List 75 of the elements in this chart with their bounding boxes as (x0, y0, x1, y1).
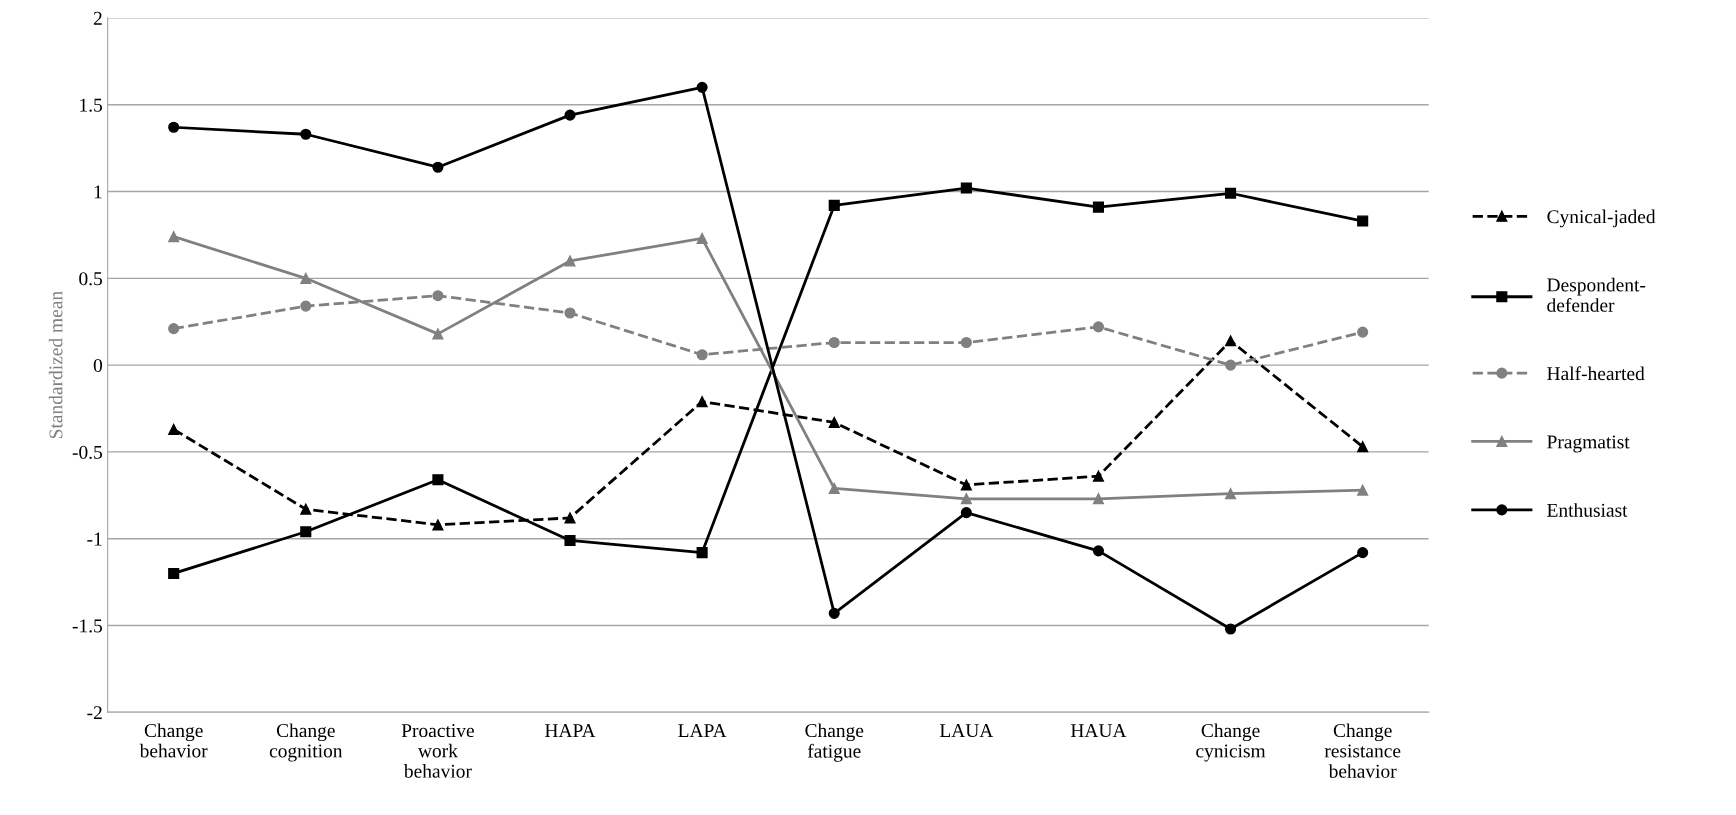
point (168, 121, 180, 133)
y-tick-label: 2 (93, 11, 102, 25)
point (828, 416, 840, 428)
y-tick-label: -2 (87, 706, 102, 720)
point (696, 232, 708, 244)
point (1357, 215, 1369, 227)
x-tick-label: LAPA (678, 724, 727, 737)
legend-label: Cynical-jaded (1547, 209, 1656, 228)
point (1092, 201, 1105, 213)
y-axis-title: Standardized mean (48, 291, 63, 439)
legend-label: Enthusiast (1547, 503, 1628, 517)
legend-label: Pragmatist (1547, 435, 1630, 453)
point (1092, 321, 1105, 333)
x-tick-label: HAPA (544, 724, 596, 737)
point (168, 231, 180, 243)
y-tick-label: 1.5 (80, 98, 103, 112)
point (960, 493, 972, 505)
point (696, 81, 708, 93)
point (960, 336, 972, 349)
point (696, 349, 708, 361)
point (300, 128, 312, 140)
legend-label: Half-hearted (1547, 366, 1645, 381)
y-tick-label: 0.5 (79, 272, 103, 286)
point (564, 109, 576, 121)
point (1092, 545, 1105, 557)
point (300, 503, 312, 515)
x-tick-label: Change resistance behavior (1324, 723, 1401, 778)
point (1357, 547, 1369, 559)
point (960, 182, 972, 194)
point (432, 474, 444, 486)
point (1225, 335, 1237, 347)
point (432, 328, 444, 340)
point (1092, 470, 1105, 482)
x-tick-label: Change fatigue (805, 723, 864, 762)
y-tick-label: 1 (94, 185, 102, 199)
point (564, 255, 576, 267)
y-tick-label: 0 (93, 358, 103, 373)
point (300, 526, 312, 538)
point (960, 479, 972, 491)
point (828, 607, 840, 619)
point (300, 300, 312, 312)
x-tick-label: HAUA (1070, 724, 1127, 738)
point (1225, 359, 1237, 371)
point (564, 307, 576, 319)
y-tick-label: -0.5 (72, 445, 103, 459)
y-tick-label: -1.5 (72, 619, 103, 633)
point (432, 290, 444, 302)
legend-label: Despondent- defender (1547, 277, 1646, 312)
point (168, 323, 180, 335)
point (432, 519, 444, 531)
point (432, 161, 444, 173)
point (1225, 488, 1237, 500)
point (828, 482, 840, 494)
x-tick-label: LAUA (939, 724, 994, 738)
point (1357, 484, 1369, 496)
point (696, 547, 708, 559)
x-tick-label: Change cynicism (1196, 723, 1266, 762)
point (828, 199, 840, 211)
point (300, 272, 312, 284)
point (1225, 187, 1237, 199)
point (564, 534, 576, 547)
point (960, 507, 972, 519)
y-tick-label: -1 (87, 532, 102, 546)
x-tick-label: Change behavior (139, 723, 208, 758)
point (696, 396, 708, 408)
point (168, 567, 180, 579)
point (1357, 326, 1369, 338)
point (564, 512, 576, 524)
x-tick-label: Change cognition (269, 723, 343, 762)
point (828, 336, 840, 349)
x-tick-label: Proactive work behavior (401, 724, 474, 778)
point (1357, 441, 1369, 453)
point (1092, 493, 1105, 505)
point (1225, 623, 1237, 635)
point (168, 423, 180, 435)
